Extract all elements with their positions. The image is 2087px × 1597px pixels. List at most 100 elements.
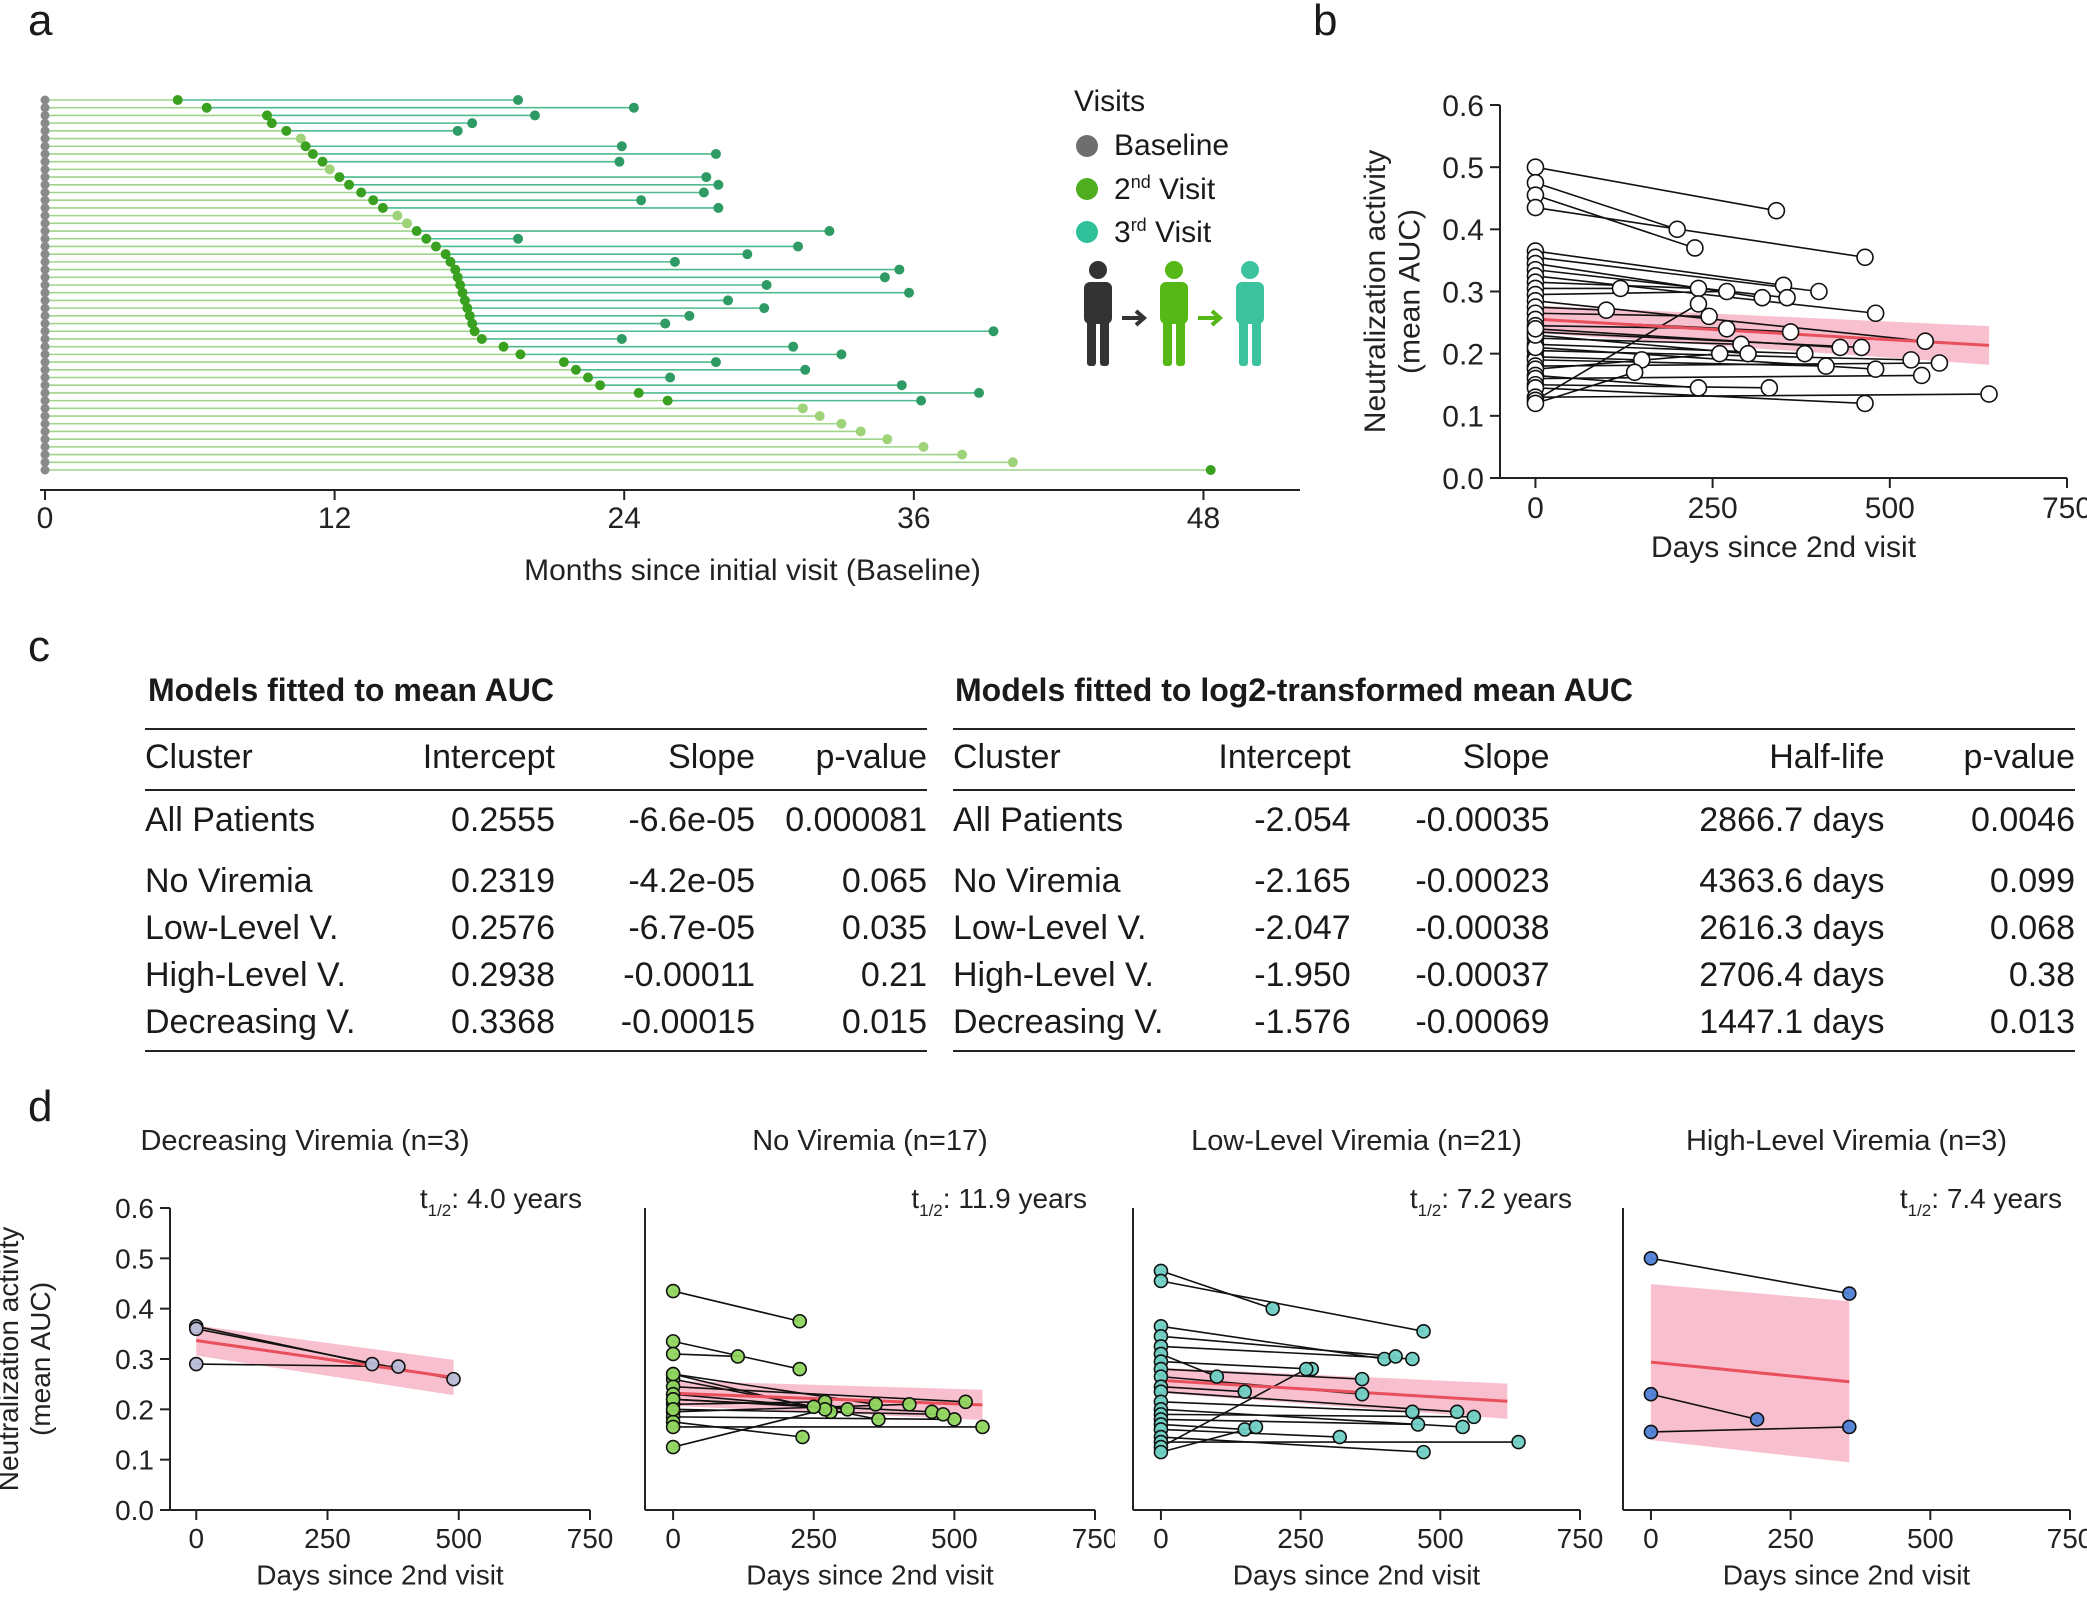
- second-visit-point: [457, 287, 468, 298]
- second-visit-point: [356, 187, 367, 198]
- data-point: [665, 1346, 681, 1362]
- x-axis-label: Days since 2nd visit: [1233, 1559, 1481, 1590]
- data-point: [1153, 1444, 1169, 1460]
- third-visit-point: [824, 226, 835, 237]
- table-row: Decreasing V. 0.3368 -0.00015 0.015: [145, 999, 927, 1052]
- table-cell: -2.054: [1254, 801, 1351, 839]
- baseline-point: [40, 226, 50, 236]
- y-tick-label: 0.4: [1442, 214, 1484, 247]
- baseline-point: [40, 134, 50, 144]
- col-header: Slope: [555, 728, 755, 791]
- x-tick-label: 750: [1072, 1523, 1115, 1554]
- visits-legend: Visits Baseline 2nd Visit 3rd Visit: [1070, 85, 1310, 385]
- table-cell: All Patients: [145, 801, 316, 839]
- third-visit-point: [628, 102, 639, 113]
- second-visit-point: [462, 303, 473, 314]
- patient-trajectory-line: [1535, 374, 1922, 380]
- second-visit-point: [464, 310, 475, 321]
- data-point: [665, 1402, 681, 1417]
- data-point: [1410, 1417, 1426, 1432]
- baseline-point: [40, 141, 50, 151]
- table-cell: 0.068: [1989, 909, 2075, 947]
- y-tick-label: 0.5: [115, 1243, 154, 1274]
- data-point: [1753, 288, 1772, 307]
- second-visit-point: [421, 233, 432, 244]
- y-tick-label: 0.2: [1442, 338, 1484, 371]
- table-row: No Viremia -2.165 -0.00023 4363.6 days 0…: [953, 858, 2075, 905]
- data-point: [806, 1399, 822, 1415]
- table-cell: 0.2576: [451, 909, 555, 947]
- x-tick-label: 0: [1643, 1523, 1659, 1554]
- data-point: [1717, 282, 1736, 301]
- data-point: [1831, 338, 1850, 357]
- baseline-point: [40, 326, 50, 336]
- x-tick-label: 500: [435, 1523, 482, 1554]
- patient-trajectory-line: [1535, 312, 1710, 318]
- baseline-point: [40, 357, 50, 367]
- col-header: Half-life: [1549, 728, 1885, 791]
- second-visit-point: [836, 418, 847, 429]
- data-point: [1416, 1444, 1431, 1460]
- scatter-high-level-viremia: 0 250 500 750 Days since 2nd visit High-Level…: [1622, 1125, 2087, 1590]
- third-visit-point: [616, 333, 627, 344]
- data-point: [1332, 1429, 1348, 1445]
- third-visit-point: [684, 310, 695, 321]
- data-point: [665, 1366, 681, 1382]
- patient-trajectory-line: [1650, 1426, 1850, 1433]
- table-row: No Viremia 0.2319 -4.2e-05 0.065: [145, 858, 927, 905]
- data-point: [1625, 363, 1644, 382]
- second-visit-point: [455, 280, 466, 290]
- y-tick-label: 0.3: [115, 1344, 154, 1375]
- table-cell: 2866.7 days: [1699, 801, 1885, 839]
- data-point: [902, 1396, 917, 1412]
- second-visit-point: [633, 387, 644, 398]
- data-point: [1611, 279, 1630, 298]
- table-cell: 0.000081: [785, 801, 927, 839]
- arrow-icon-1: [1122, 309, 1148, 327]
- data-point: [1388, 1349, 1403, 1364]
- baseline-point: [40, 172, 50, 182]
- table-cell: 0.013: [1884, 999, 2075, 1052]
- col-header: Intercept: [375, 728, 555, 791]
- third-visit-point: [742, 249, 753, 260]
- x-axis-label: Days since 2nd visit: [1723, 1559, 1971, 1590]
- data-point: [1689, 279, 1708, 298]
- data-point: [1817, 357, 1835, 375]
- baseline-point: [40, 457, 50, 467]
- data-point: [792, 1361, 807, 1377]
- data-point: [1841, 1286, 1857, 1301]
- third-visit-point: [713, 202, 724, 213]
- data-point: [1526, 319, 1545, 338]
- second-visit-point: [450, 264, 461, 275]
- third-visit-point: [723, 295, 734, 306]
- third-visit-point: [988, 326, 999, 337]
- x-tick-label: 500: [931, 1523, 978, 1554]
- baseline-point: [40, 288, 50, 298]
- data-point: [1912, 366, 1931, 385]
- third-visit-point: [713, 179, 724, 190]
- x-axis-label: Days since 2nd visit: [746, 1559, 994, 1590]
- y-tick-label: 0.4: [115, 1294, 154, 1325]
- y-tick-label: 0.0: [1442, 463, 1484, 496]
- baseline-point: [40, 218, 50, 228]
- patient-trajectory-line: [673, 1408, 944, 1416]
- second-visit-point: [324, 164, 335, 175]
- chart-title: Low-Level Viremia (n=21): [1191, 1125, 1522, 1157]
- third-visit-point: [636, 195, 647, 206]
- data-point: [1416, 1324, 1431, 1339]
- data-point: [391, 1359, 406, 1374]
- second-visit-point: [595, 380, 606, 391]
- baseline-point: [40, 380, 50, 390]
- data-point: [935, 1407, 951, 1422]
- patient-trajectory-line: [1535, 352, 1720, 371]
- x-tick-label: 750: [2042, 492, 2087, 525]
- y-tick-label: 0.3: [1442, 276, 1484, 309]
- table-row: Decreasing V. -1.576 -0.00069 1447.1 day…: [953, 999, 2075, 1052]
- data-point: [1643, 1251, 1659, 1266]
- data-point: [871, 1412, 886, 1427]
- patient-trajectory-line: [1535, 166, 1777, 212]
- baseline-point: [40, 388, 50, 398]
- chart-title: Decreasing Viremia (n=3): [140, 1125, 469, 1157]
- third-visit-point: [698, 187, 709, 198]
- table-row: Low-Level V. 0.2576 -6.7e-05 0.035: [145, 905, 927, 952]
